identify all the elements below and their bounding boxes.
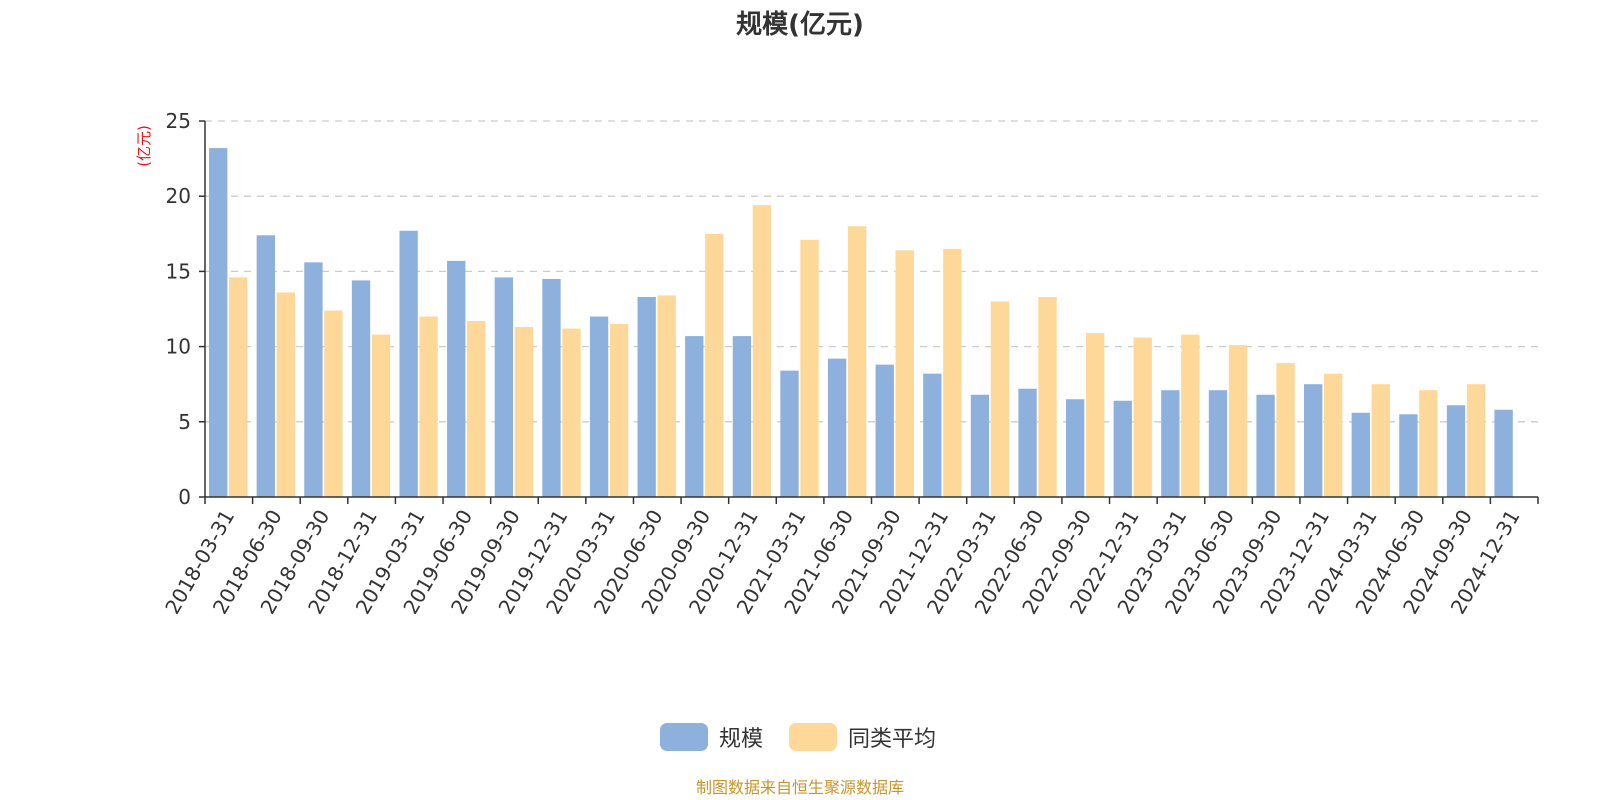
bar <box>351 280 371 497</box>
bar <box>637 296 656 497</box>
y-tick-label: 10 <box>166 335 191 359</box>
bar <box>562 328 581 497</box>
chart-title: 规模(亿元) <box>736 10 864 40</box>
bar <box>1065 399 1085 497</box>
bar <box>1276 363 1295 497</box>
bar <box>875 364 894 497</box>
bar <box>589 316 609 497</box>
bar <box>923 373 942 497</box>
legend-label: 同类平均 <box>848 727 936 752</box>
bar <box>1256 394 1275 497</box>
bar <box>467 321 486 497</box>
y-tick-label: 5 <box>178 410 191 434</box>
bar <box>1228 345 1248 497</box>
bar <box>419 316 438 497</box>
bar <box>494 277 514 497</box>
bar <box>657 295 676 497</box>
bar <box>705 233 724 498</box>
bar <box>1446 405 1466 497</box>
bar <box>209 148 228 497</box>
bar <box>943 248 962 497</box>
bar <box>371 334 391 497</box>
bar <box>514 327 534 497</box>
bar <box>304 262 323 497</box>
bar <box>256 235 275 497</box>
bar <box>1399 414 1418 497</box>
bar <box>685 336 704 497</box>
bar <box>990 301 1010 497</box>
bar <box>1419 390 1438 497</box>
bar <box>276 292 295 497</box>
bar <box>1304 384 1323 497</box>
bar <box>1208 390 1228 497</box>
bar <box>1494 409 1513 497</box>
bar <box>895 250 914 497</box>
bar <box>1371 384 1390 497</box>
bar <box>847 226 867 497</box>
bar <box>970 394 990 497</box>
bar <box>752 205 772 497</box>
bar <box>324 310 343 497</box>
bars <box>209 148 1513 498</box>
y-tick-label: 25 <box>166 109 191 133</box>
bar <box>1085 333 1105 497</box>
bar <box>827 358 847 497</box>
bar <box>1466 384 1486 497</box>
y-tick-label: 15 <box>166 259 191 283</box>
bar <box>780 370 799 497</box>
legend-swatch <box>660 723 708 751</box>
bar <box>800 239 819 498</box>
bar <box>1113 400 1132 497</box>
bar <box>229 277 248 497</box>
y-tick-label: 0 <box>178 485 191 509</box>
source-note: 制图数据来自恒生聚源数据库 <box>696 778 904 797</box>
bar <box>1133 337 1152 497</box>
bar <box>1324 373 1343 497</box>
y-tick-label: 20 <box>166 184 191 208</box>
bar <box>399 230 418 498</box>
bar <box>542 278 561 497</box>
bar <box>1161 390 1180 497</box>
legend: 规模 同类平均 <box>660 723 936 752</box>
y-axis-unit-label: (亿元) <box>135 125 153 167</box>
legend-label: 规模 <box>719 727 763 752</box>
bar <box>732 336 752 497</box>
legend-swatch <box>789 723 837 751</box>
bar <box>609 324 629 497</box>
bar <box>1351 412 1370 497</box>
bar <box>1038 296 1057 497</box>
bar <box>447 260 466 497</box>
bar <box>1181 334 1200 497</box>
bar <box>1018 388 1037 497</box>
